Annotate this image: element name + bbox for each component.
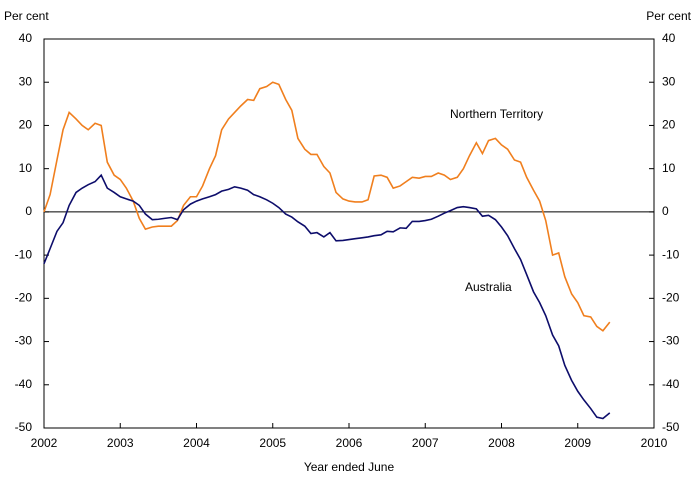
- y-tick-label: 30: [19, 74, 33, 88]
- x-tick-label: 2009: [564, 436, 591, 450]
- series-label: Australia: [465, 280, 512, 294]
- plot-frame: [43, 38, 655, 429]
- series-line: [43, 173, 611, 420]
- y2-tick-label: 30: [662, 74, 676, 88]
- y2-tick-label: -40: [662, 377, 680, 391]
- x-tick-label: 2004: [183, 436, 210, 450]
- y-tick-label: 40: [19, 31, 33, 45]
- x-tick-label: 2010: [641, 436, 668, 450]
- y-tick-label: -40: [15, 377, 33, 391]
- y2-tick-label: 0: [662, 204, 669, 218]
- y2-axis-label: Per cent: [646, 9, 691, 23]
- x-tick-label: 2002: [31, 436, 58, 450]
- y2-tick-label: -50: [662, 420, 680, 434]
- x-tick-label: 2006: [336, 436, 363, 450]
- y-tick-label: -50: [15, 420, 33, 434]
- x-tick-label: 2005: [259, 436, 286, 450]
- y2-tick-label: 10: [662, 161, 676, 175]
- y-tick-label: -20: [15, 291, 33, 305]
- y-tick-label: -30: [15, 334, 33, 348]
- y-axis-label: Per cent: [4, 9, 49, 23]
- y-tick-label: -10: [15, 247, 33, 261]
- y-tick-label: 20: [19, 118, 33, 132]
- y2-tick-label: 20: [662, 118, 676, 132]
- series-label: Northern Territory: [450, 107, 543, 121]
- x-axis-label: Year ended June: [304, 460, 395, 474]
- y2-tick-label: -20: [662, 291, 680, 305]
- x-tick-label: 2003: [107, 436, 134, 450]
- series-line: [43, 81, 611, 332]
- y2-tick-label: -10: [662, 247, 680, 261]
- y-tick-label: 0: [25, 204, 32, 218]
- y2-tick-label: -30: [662, 334, 680, 348]
- x-tick-label: 2007: [412, 436, 439, 450]
- y-tick-label: 10: [19, 161, 33, 175]
- y2-tick-label: 40: [662, 31, 676, 45]
- x-tick-label: 2008: [488, 436, 515, 450]
